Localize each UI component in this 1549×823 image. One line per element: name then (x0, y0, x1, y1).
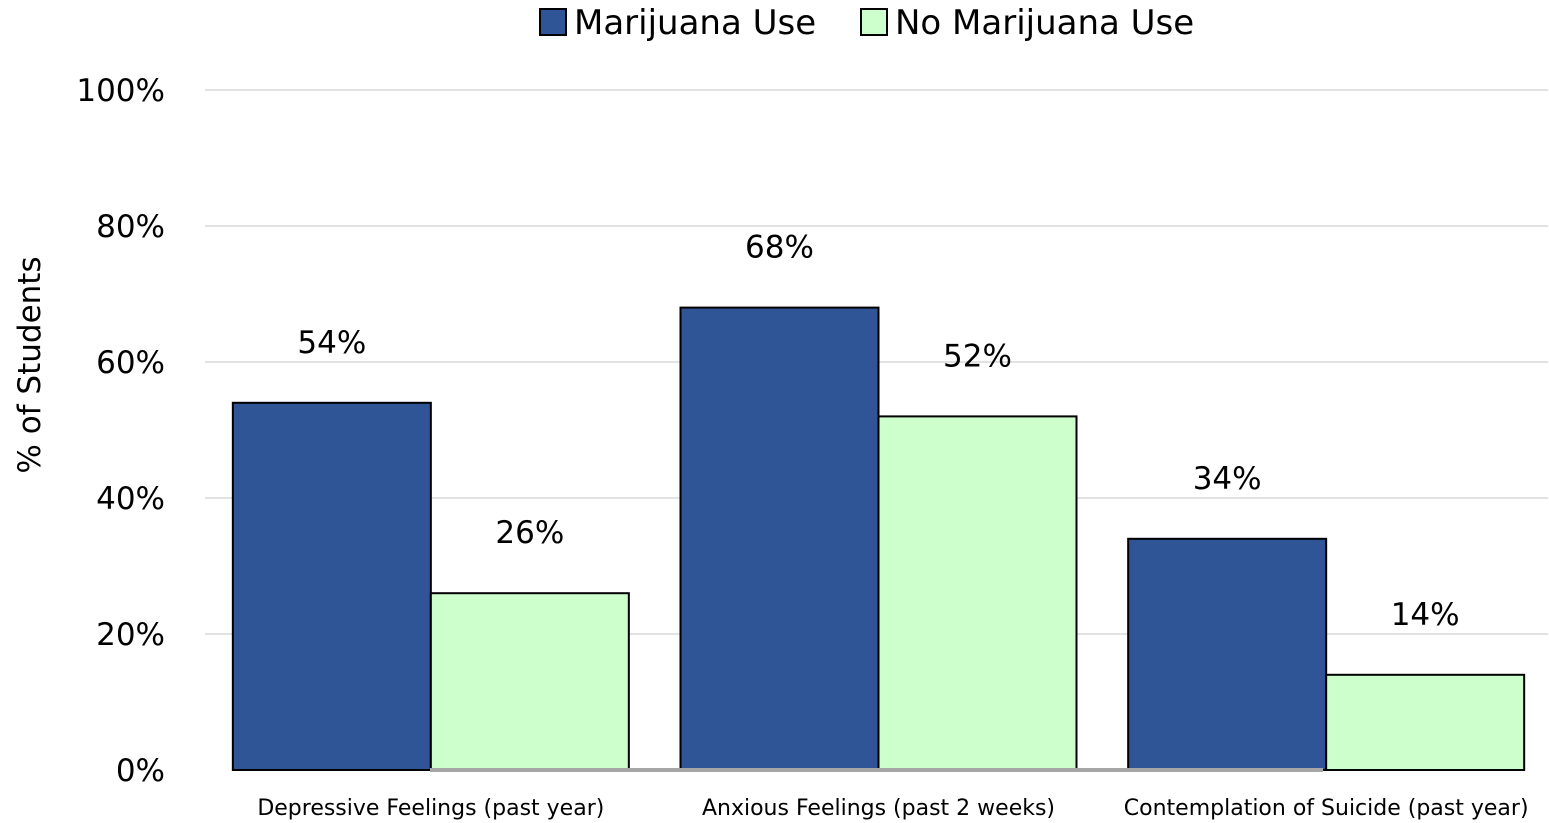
y-tick-label: 60% (96, 345, 165, 381)
x-axis-ticks: Depressive Feelings (past year) Anxious F… (257, 796, 1528, 821)
legend-label: No Marijuana Use (895, 3, 1194, 43)
y-tick-label: 20% (96, 617, 165, 653)
y-tick-label: 40% (96, 481, 165, 517)
bar-no-marijuana-use (429, 592, 630, 772)
y-tick-label: 100% (76, 73, 165, 109)
x-tick-label: Depressive Feelings (past year) (257, 796, 604, 821)
bar-no-marijuana-use (877, 415, 1078, 771)
bars (231, 306, 1526, 772)
bar-marijuana-use (231, 401, 432, 771)
data-label: 54% (297, 325, 366, 361)
data-labels: 54% 26% 68% 52% 34% 14% (297, 230, 1459, 633)
y-axis-title: % of Students (12, 256, 48, 473)
data-label: 14% (1391, 597, 1460, 633)
bar-marijuana-use (679, 306, 880, 771)
x-tick-label: Anxious Feelings (past 2 weeks) (702, 796, 1055, 821)
bar-no-marijuana-use (1325, 673, 1526, 771)
legend: Marijuana Use No Marijuana Use (539, 3, 1194, 43)
data-label: 52% (943, 338, 1012, 374)
x-tick-label: Contemplation of Suicide (past year) (1124, 796, 1529, 821)
data-label: 68% (745, 230, 814, 266)
data-label: 26% (495, 515, 564, 551)
y-axis-ticks: 0% 20% 40% 60% 80% 100% (76, 73, 165, 789)
y-tick-label: 80% (96, 209, 165, 245)
data-label: 34% (1193, 461, 1262, 497)
bar-marijuana-use (1127, 537, 1328, 771)
legend-swatch (860, 8, 888, 36)
legend-label: Marijuana Use (574, 3, 816, 43)
legend-swatch (539, 8, 567, 36)
y-tick-label: 0% (116, 753, 165, 789)
